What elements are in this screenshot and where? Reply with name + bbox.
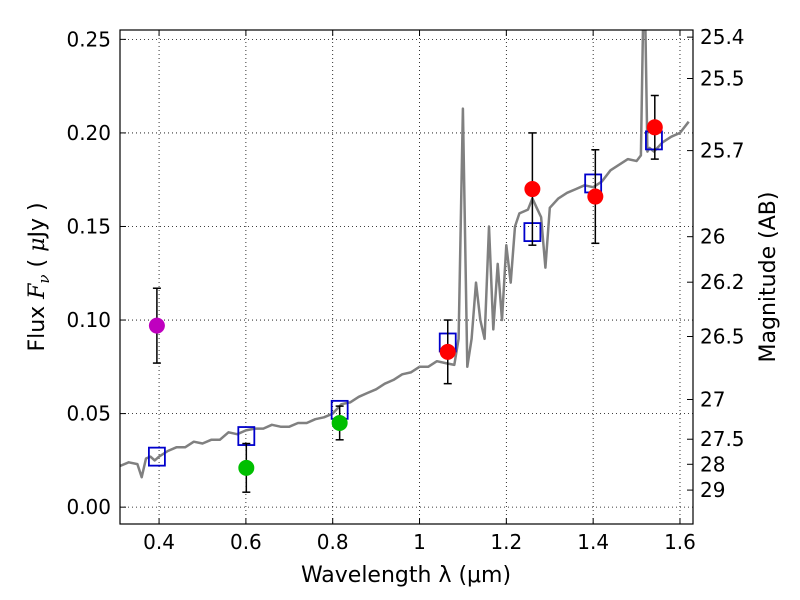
- observed-point: [331, 414, 348, 431]
- x-tick-label: 1.4: [577, 530, 609, 554]
- right-tick-label: 29: [700, 478, 725, 502]
- y-tick-label: 0.00: [66, 495, 111, 519]
- spectrum-layer: [120, 30, 690, 479]
- observed-point: [439, 343, 456, 360]
- y-tick-label: 0.05: [66, 402, 111, 426]
- x-tick-label: 1.2: [490, 530, 522, 554]
- observed-point: [238, 459, 255, 476]
- observed-point: [524, 181, 541, 198]
- x-tick-label: 0.8: [317, 530, 349, 554]
- model-spectrum-line: [120, 30, 690, 479]
- y-axis-title: Flux Fν ( μJy ): [25, 202, 53, 351]
- right-tick-label: 26.5: [700, 325, 745, 349]
- observed-point: [148, 317, 165, 334]
- right-tick-label: 27: [700, 387, 725, 411]
- x-tick-label: 1.6: [664, 530, 696, 554]
- y-tick-label: 0.25: [66, 27, 111, 51]
- plot-frame: [119, 29, 694, 525]
- right-tick-label: 25.4: [700, 25, 745, 49]
- axis-tick-layer: 0.4 0.6 0.8 1 1.2 1.4 1.6 0.00 0.05 0.10 0.15 0.20 0…: [66, 25, 744, 554]
- y-tick-label: 0.10: [66, 308, 111, 332]
- x-tick-label: 0.6: [230, 530, 262, 554]
- x-axis-title: Wavelength λ (μm): [301, 563, 511, 588]
- grid-layer: [120, 30, 693, 524]
- right-tick-label: 26: [700, 225, 725, 249]
- right-tick-label: 27.5: [700, 427, 745, 451]
- observed-point: [587, 188, 604, 205]
- right-axis-title: Magnitude (AB): [756, 192, 781, 363]
- right-tick-label: 28: [700, 452, 725, 476]
- right-tick-label: 25.5: [700, 66, 745, 90]
- y-tick-label: 0.15: [66, 214, 111, 238]
- marker-layer: [147, 94, 663, 493]
- right-tick-label: 25.7: [700, 139, 745, 163]
- right-tick-label: 26.2: [700, 270, 745, 294]
- y-tick-label: 0.20: [66, 121, 111, 145]
- observed-point: [646, 119, 663, 136]
- x-tick-label: 1: [413, 530, 426, 554]
- x-tick-label: 0.4: [143, 530, 175, 554]
- model-band-square: [147, 446, 166, 467]
